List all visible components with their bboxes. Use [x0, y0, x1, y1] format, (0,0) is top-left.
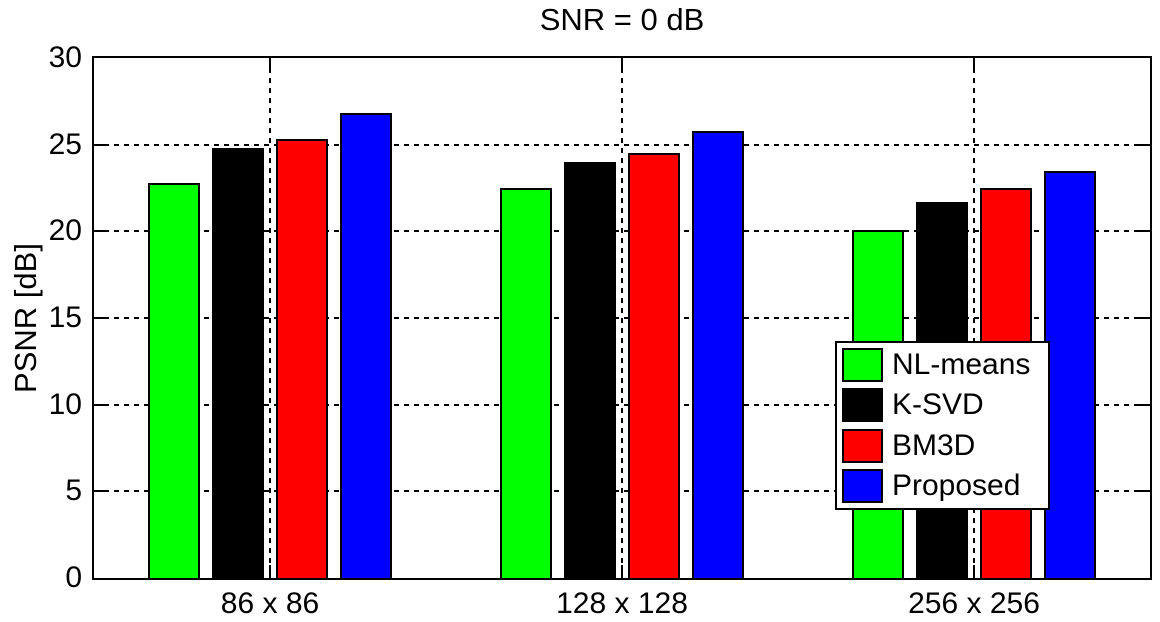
y-tick-label-15: 15 — [48, 301, 82, 334]
v-gridline-1 — [269, 58, 271, 578]
y-tick-right-15 — [1137, 317, 1150, 319]
y-tick-left-5 — [94, 490, 107, 493]
y-tick-label-10: 10 — [48, 387, 82, 421]
v-gridline-2 — [621, 58, 623, 578]
y-tick-label-0: 0 — [65, 561, 82, 594]
x-tick-label-2: 128 x 128 — [556, 587, 688, 620]
y-tick-right-25 — [1137, 143, 1150, 146]
x-tick-top-2 — [621, 58, 623, 71]
legend-item-proposed: Proposed — [842, 468, 1048, 503]
x-tick-bottom-3 — [973, 565, 975, 578]
y-tick-right-5 — [1137, 490, 1150, 493]
bar-bm3d-group-1 — [276, 139, 328, 578]
bar-nl-means-group-1 — [148, 182, 200, 578]
legend-item-bm3d: BM3D — [842, 428, 1048, 463]
y-tick-label-5: 5 — [65, 474, 82, 508]
legend-label-bm3d: BM3D — [892, 428, 976, 462]
y-tick-label-30: 30 — [48, 41, 82, 74]
y-tick-label-25: 25 — [48, 127, 82, 161]
legend-swatch-k-svd — [842, 388, 883, 423]
bar-k-svd-group-2 — [564, 162, 616, 578]
y-tick-left-20 — [94, 230, 107, 233]
x-tick-label-3: 256 x 256 — [908, 587, 1040, 620]
x-tick-top-1 — [269, 58, 271, 71]
x-tick-label-1: 86 x 86 — [220, 587, 320, 620]
legend-item-nl-means: NL-means — [842, 348, 1048, 383]
legend-item-k-svd: K-SVD — [842, 388, 1048, 423]
legend-label-k-svd: K-SVD — [892, 388, 984, 422]
y-tick-left-15 — [94, 317, 107, 319]
legend-swatch-proposed — [842, 468, 883, 503]
plot-area — [92, 56, 1152, 580]
legend-label-nl-means: NL-means — [892, 348, 1031, 382]
legend-swatch-nl-means — [842, 348, 883, 383]
y-tick-right-20 — [1137, 230, 1150, 233]
v-gridline-3 — [973, 58, 975, 578]
bar-nl-means-group-2 — [500, 188, 552, 578]
bar-proposed-group-1 — [340, 113, 392, 578]
bar-bm3d-group-2 — [628, 153, 680, 578]
legend-label-proposed: Proposed — [892, 468, 1021, 502]
y-tick-label-20: 20 — [48, 214, 82, 248]
x-tick-bottom-1 — [269, 565, 271, 578]
y-tick-left-10 — [94, 403, 107, 406]
x-tick-bottom-2 — [621, 565, 623, 578]
bar-k-svd-group-1 — [212, 148, 264, 578]
y-tick-right-10 — [1137, 403, 1150, 406]
legend: NL-means K-SVD BM3D Proposed — [835, 341, 1050, 510]
bar-proposed-group-2 — [692, 130, 744, 578]
x-tick-top-3 — [973, 58, 975, 71]
bar-proposed-group-3 — [1044, 170, 1096, 578]
y-tick-left-25 — [94, 143, 107, 146]
chart-title: SNR = 0 dB — [539, 2, 705, 37]
legend-swatch-bm3d — [842, 428, 883, 463]
